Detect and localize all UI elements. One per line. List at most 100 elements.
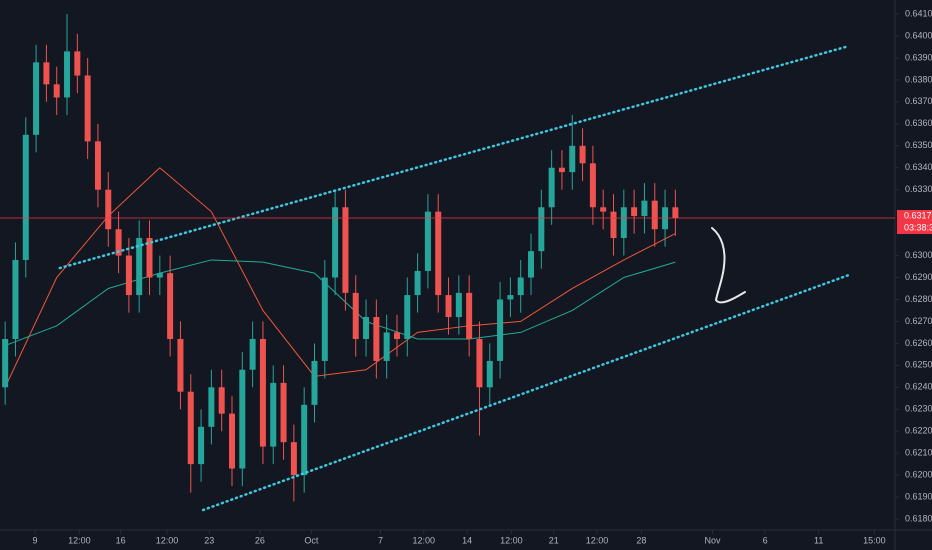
y-tick-label: 0.61800 [905,513,932,523]
x-tick-label: 9 [33,535,38,545]
candle-body [12,259,19,339]
candle-body [115,229,122,256]
candle-body [651,200,658,230]
candle-body [672,207,679,219]
candle-body [579,145,586,164]
candle-body [528,251,535,278]
candle-body [631,207,638,217]
candle-body [414,270,421,296]
candle-body [424,211,431,271]
x-tick-label: 16 [116,535,126,545]
x-tick-label: 26 [255,535,265,545]
candle-body [497,299,504,361]
x-tick-label: 21 [549,535,559,545]
candle-body [290,442,297,476]
candle-body [187,391,194,465]
candle-body [156,273,163,278]
x-tick-label: Oct [304,535,319,545]
candle-body [321,277,328,361]
candle-body [558,167,565,173]
candle-body [383,332,390,361]
candle-body [208,387,215,427]
candle-body [177,338,184,392]
x-tick-label: 12:00 [413,535,436,545]
candle-body [228,413,235,469]
candle-body [363,317,370,339]
candle-body [600,207,607,212]
candle-body [486,360,493,388]
candle-body [198,426,205,465]
candle-body [64,51,71,98]
trendline [58,44,850,270]
candle-body [239,369,246,469]
candle-body [610,211,617,238]
x-tick-label: 6 [763,535,768,545]
x-tick-label: 12:00 [500,535,523,545]
candle-body [466,292,473,339]
x-tick-label: 14 [462,535,472,545]
candle-body [270,382,277,447]
candle-body [507,295,514,300]
candle-body [404,295,411,339]
x-tick-label: 23 [204,535,214,545]
candle-body [352,292,359,339]
candle-body [94,141,101,190]
candle-body [342,207,349,293]
candle-body [476,338,483,388]
candle-body [548,167,555,208]
candle-body [517,277,524,296]
candle-body [167,273,174,339]
candle-body [33,62,40,135]
candle-body [53,84,60,98]
candle-body [435,211,442,296]
candle-body [259,338,266,447]
x-tick-label: 12:00 [156,535,179,545]
candle-body [589,163,596,208]
candle-body [569,145,576,173]
price-tag-label: 0.63171 [904,210,932,220]
candle-body [620,207,627,238]
candle-body [249,338,256,370]
candle-body [105,189,112,230]
candle-body [301,404,308,476]
x-tick-label: 7 [378,535,383,545]
candle-body [2,338,9,388]
candle-body [332,207,339,278]
candle-body [455,292,462,318]
moving-average [4,167,676,388]
candle-body [641,200,648,217]
candle-body [74,51,81,76]
candle-body [311,360,318,405]
candle-body [218,387,225,414]
x-tick-label: 12:00 [68,535,91,545]
candle-body [280,382,287,443]
x-tick-label: Nov [704,535,721,545]
candle-body [393,332,400,339]
x-tick-label: 11 [814,535,823,545]
candle-body [373,317,380,361]
x-tick-label: 12:00 [586,535,609,545]
price-tag [897,210,932,235]
candle-body [445,295,452,318]
x-tick-label: 28 [636,535,646,545]
